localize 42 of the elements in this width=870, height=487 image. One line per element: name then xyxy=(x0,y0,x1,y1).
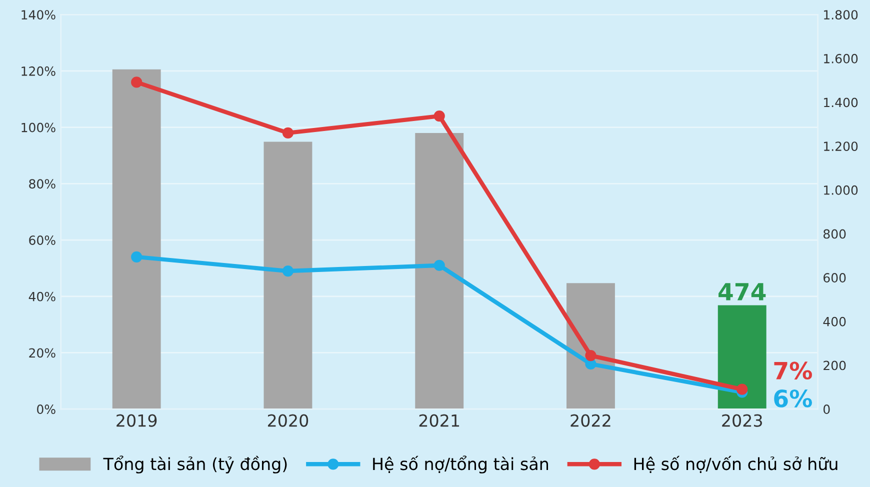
y-tick-label: 120% xyxy=(22,66,56,76)
legend-label: Hệ số nợ/vốn chủ sở hữu xyxy=(634,456,838,474)
x-tick-label: 2023 xyxy=(722,414,762,427)
x-tick-label: 2019 xyxy=(116,414,157,427)
y-tick-label: 140% xyxy=(22,10,56,20)
y-tick-label: 60% xyxy=(29,235,56,245)
y2-tick-label: 1.400 xyxy=(824,98,858,108)
point xyxy=(282,265,294,277)
point xyxy=(434,260,445,271)
y-tick-label: 100% xyxy=(22,122,56,132)
y2-tick-label: 200 xyxy=(824,360,846,370)
y2-tick-label: 400 xyxy=(823,316,846,326)
y2-tick-label: 600 xyxy=(824,273,846,283)
y-tick-label: 0% xyxy=(37,404,56,414)
y2-tick-label: 1.600 xyxy=(824,54,858,64)
point xyxy=(736,384,748,395)
legend-label: Hệ số nợ/tổng tài sản xyxy=(373,456,548,474)
y2-tick-label: 1.800 xyxy=(824,10,858,20)
y2-tick-label: 0 xyxy=(823,404,830,414)
legend-label: Tổng tài sản (tỷ đồng) xyxy=(103,456,287,474)
x-tick-label: 2020 xyxy=(268,414,308,427)
point xyxy=(131,76,142,88)
data-label: 7% xyxy=(774,362,812,380)
x-tick-label: 2022 xyxy=(570,414,610,427)
bar xyxy=(566,283,615,410)
point xyxy=(585,350,596,362)
point xyxy=(131,251,142,262)
bar xyxy=(112,69,161,410)
y-tick-label: 80% xyxy=(29,179,56,189)
y2-tick-label: 800 xyxy=(824,229,846,239)
bar xyxy=(415,132,464,410)
y-tick-label: 40% xyxy=(28,292,56,302)
x-tick-label: 2021 xyxy=(419,414,460,427)
y2-tick-label: 1.200 xyxy=(824,142,858,152)
point xyxy=(282,127,294,139)
bar xyxy=(718,305,766,410)
y2-tick-label: 1.000 xyxy=(824,185,858,195)
y-tick-label: 20% xyxy=(29,348,56,358)
point xyxy=(434,110,445,122)
data-label: 6% xyxy=(774,390,812,408)
bar xyxy=(264,142,312,410)
data-label: 474 xyxy=(718,283,766,300)
